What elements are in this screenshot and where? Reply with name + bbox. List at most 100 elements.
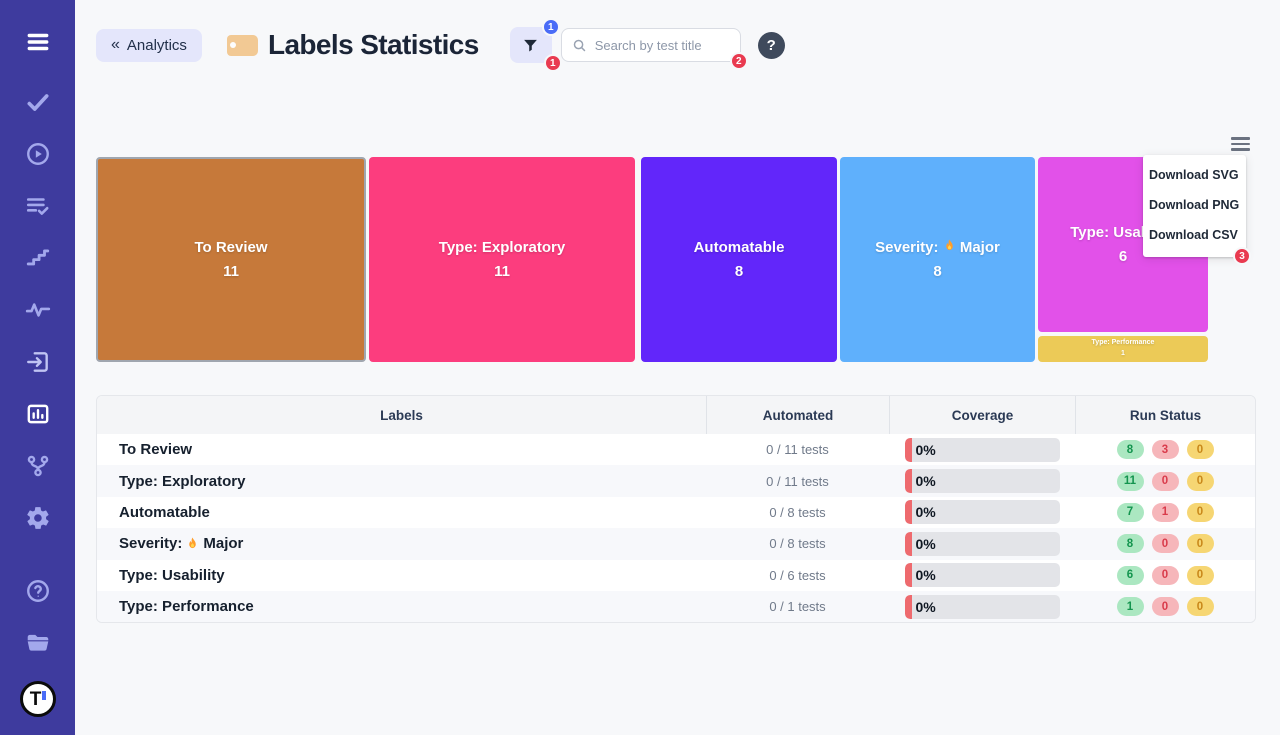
table-row[interactable]: To Review 0 / 11 tests 0% 8 3 0 xyxy=(97,434,1255,465)
search-box: 2 xyxy=(560,28,748,70)
label-cell[interactable]: Severity: Major xyxy=(119,535,244,553)
column-header-coverage: Coverage xyxy=(889,396,1075,434)
automated-cell: 0 / 11 tests xyxy=(766,473,829,489)
logo-icon[interactable]: T xyxy=(19,681,56,717)
filter-button[interactable]: 1 1 xyxy=(509,18,562,72)
automated-cell: 0 / 6 tests xyxy=(769,567,826,583)
treemap-box-value: 8 xyxy=(734,262,744,280)
label-cell[interactable]: Type: Exploratory xyxy=(119,472,246,490)
coverage-bar: 0% xyxy=(904,437,1060,462)
coverage-cell: 0% xyxy=(889,531,1075,556)
skipped-badge: 0 xyxy=(1186,440,1214,460)
treemap-box-label: To Review xyxy=(194,239,268,257)
treemap-box-label: Type: Exploratory xyxy=(438,239,566,257)
page-title: Labels Statistics xyxy=(267,29,479,60)
treemap-box-severity-major[interactable]: Severity: Major 8 xyxy=(840,157,1035,362)
treemap-box-value: 11 xyxy=(223,262,239,280)
treemap-box-type-exploratory[interactable]: Type: Exploratory 11 xyxy=(369,157,635,362)
coverage-fill xyxy=(904,594,912,619)
coverage-bar: 0% xyxy=(904,469,1060,494)
coverage-percent: 0% xyxy=(915,441,936,458)
main-content: « Analytics Labels Statistics 1 1 2 ? To… xyxy=(75,0,1280,735)
failed-badge: 0 xyxy=(1151,534,1179,554)
download-png-item[interactable]: Download PNG xyxy=(1149,198,1240,212)
coverage-percent: 0% xyxy=(915,598,936,615)
check-icon[interactable] xyxy=(24,88,51,115)
failed-badge: 0 xyxy=(1151,565,1179,585)
tour-badge-1-red: 1 xyxy=(543,54,562,72)
search-icon xyxy=(573,39,585,51)
skipped-badge: 0 xyxy=(1186,502,1214,522)
treemap-box-value: 6 xyxy=(1118,247,1128,265)
coverage-percent: 0% xyxy=(915,473,936,490)
treemap-box-value: 1 xyxy=(1121,350,1125,357)
failed-badge: 0 xyxy=(1151,597,1179,617)
column-header-labels: Labels xyxy=(380,407,423,423)
passed-badge: 11 xyxy=(1116,471,1144,491)
bar-chart-icon[interactable] xyxy=(24,400,51,427)
automated-cell: 0 / 1 tests xyxy=(769,599,826,615)
failed-badge: 3 xyxy=(1151,440,1179,460)
download-csv-item[interactable]: Download CSV xyxy=(1149,228,1238,242)
skipped-badge: 0 xyxy=(1186,565,1214,585)
tour-badge-2-red: 2 xyxy=(729,52,748,70)
pulse-icon[interactable] xyxy=(24,296,51,323)
treemap-box-automatable[interactable]: Automatable 8 xyxy=(641,157,837,362)
label-cell[interactable]: To Review xyxy=(119,441,193,459)
label-cell[interactable]: Type: Usability xyxy=(119,566,225,584)
coverage-bar: 0% xyxy=(904,563,1060,588)
tour-badge-3-red: 3 xyxy=(1233,247,1251,265)
table-row[interactable]: Type: Usability 0 / 6 tests 0% 6 0 0 xyxy=(97,560,1255,591)
branch-icon[interactable] xyxy=(24,452,51,479)
sign-in-icon[interactable] xyxy=(24,348,51,375)
treemap-box-type-performance[interactable]: Type: Performance 1 xyxy=(1038,336,1208,362)
gear-icon[interactable] xyxy=(24,504,51,531)
coverage-cell: 0% xyxy=(889,469,1075,494)
table-body: To Review 0 / 11 tests 0% 8 3 0 Type: Explorat… xyxy=(97,434,1255,623)
automated-cell: 0 / 8 tests xyxy=(769,504,826,520)
failed-badge: 1 xyxy=(1151,502,1179,522)
download-svg-item[interactable]: Download SVG xyxy=(1149,168,1239,182)
folder-icon[interactable] xyxy=(24,629,51,656)
chart-menu-icon[interactable] xyxy=(1231,137,1250,151)
back-button-label: Analytics xyxy=(126,36,187,54)
passed-badge: 6 xyxy=(1116,565,1144,585)
treemap-box-value: 11 xyxy=(494,262,510,280)
coverage-cell: 0% xyxy=(889,437,1075,462)
list-check-icon[interactable] xyxy=(24,192,51,219)
table-row[interactable]: Severity: Major 0 / 8 tests 0% 8 0 0 xyxy=(97,528,1255,560)
steps-icon[interactable] xyxy=(24,244,51,271)
treemap-box-label: Automatable xyxy=(693,239,785,257)
table-row[interactable]: Automatable 0 / 8 tests 0% 7 1 0 xyxy=(97,497,1255,528)
coverage-bar: 0% xyxy=(904,531,1060,556)
sidebar-nav xyxy=(24,88,51,531)
table-row[interactable]: Type: Exploratory 0 / 11 tests 0% 11 0 0 xyxy=(97,465,1255,497)
column-header-run-status: Run Status xyxy=(1075,396,1255,434)
play-circle-icon[interactable] xyxy=(24,140,51,167)
menu-icon[interactable] xyxy=(24,28,51,55)
help-circle-icon[interactable] xyxy=(24,577,51,604)
label-tag-icon xyxy=(226,34,258,56)
labels-stats-table: Labels Automated Coverage Run Status To … xyxy=(96,395,1256,624)
treemap-box-value: 8 xyxy=(933,262,942,280)
label-cell[interactable]: Automatable xyxy=(119,503,210,521)
search-input[interactable] xyxy=(594,37,730,53)
back-analytics-button[interactable]: « Analytics xyxy=(96,28,202,62)
labels-treemap-chart: To Review 11 Type: Exploratory 11 Automatabl… xyxy=(96,137,1256,375)
label-cell[interactable]: Type: Performance xyxy=(119,598,254,616)
help-button[interactable]: ? xyxy=(757,31,785,59)
coverage-fill xyxy=(904,469,912,494)
chart-download-menu: Download SVG Download PNG Download CSV 3 xyxy=(1143,155,1251,265)
table-row[interactable]: Type: Performance 0 / 1 tests 0% 1 0 0 xyxy=(97,590,1255,623)
double-chevron-left-icon: « xyxy=(111,36,120,53)
tour-badge-1-blue: 1 xyxy=(541,18,560,36)
automated-cell: 0 / 11 tests xyxy=(766,442,829,458)
fire-icon xyxy=(943,239,956,253)
fire-icon xyxy=(186,537,199,551)
skipped-badge: 0 xyxy=(1186,534,1214,554)
treemap-box-to-review[interactable]: To Review 11 xyxy=(96,157,366,362)
coverage-cell: 0% xyxy=(889,594,1075,619)
failed-badge: 0 xyxy=(1151,471,1179,491)
